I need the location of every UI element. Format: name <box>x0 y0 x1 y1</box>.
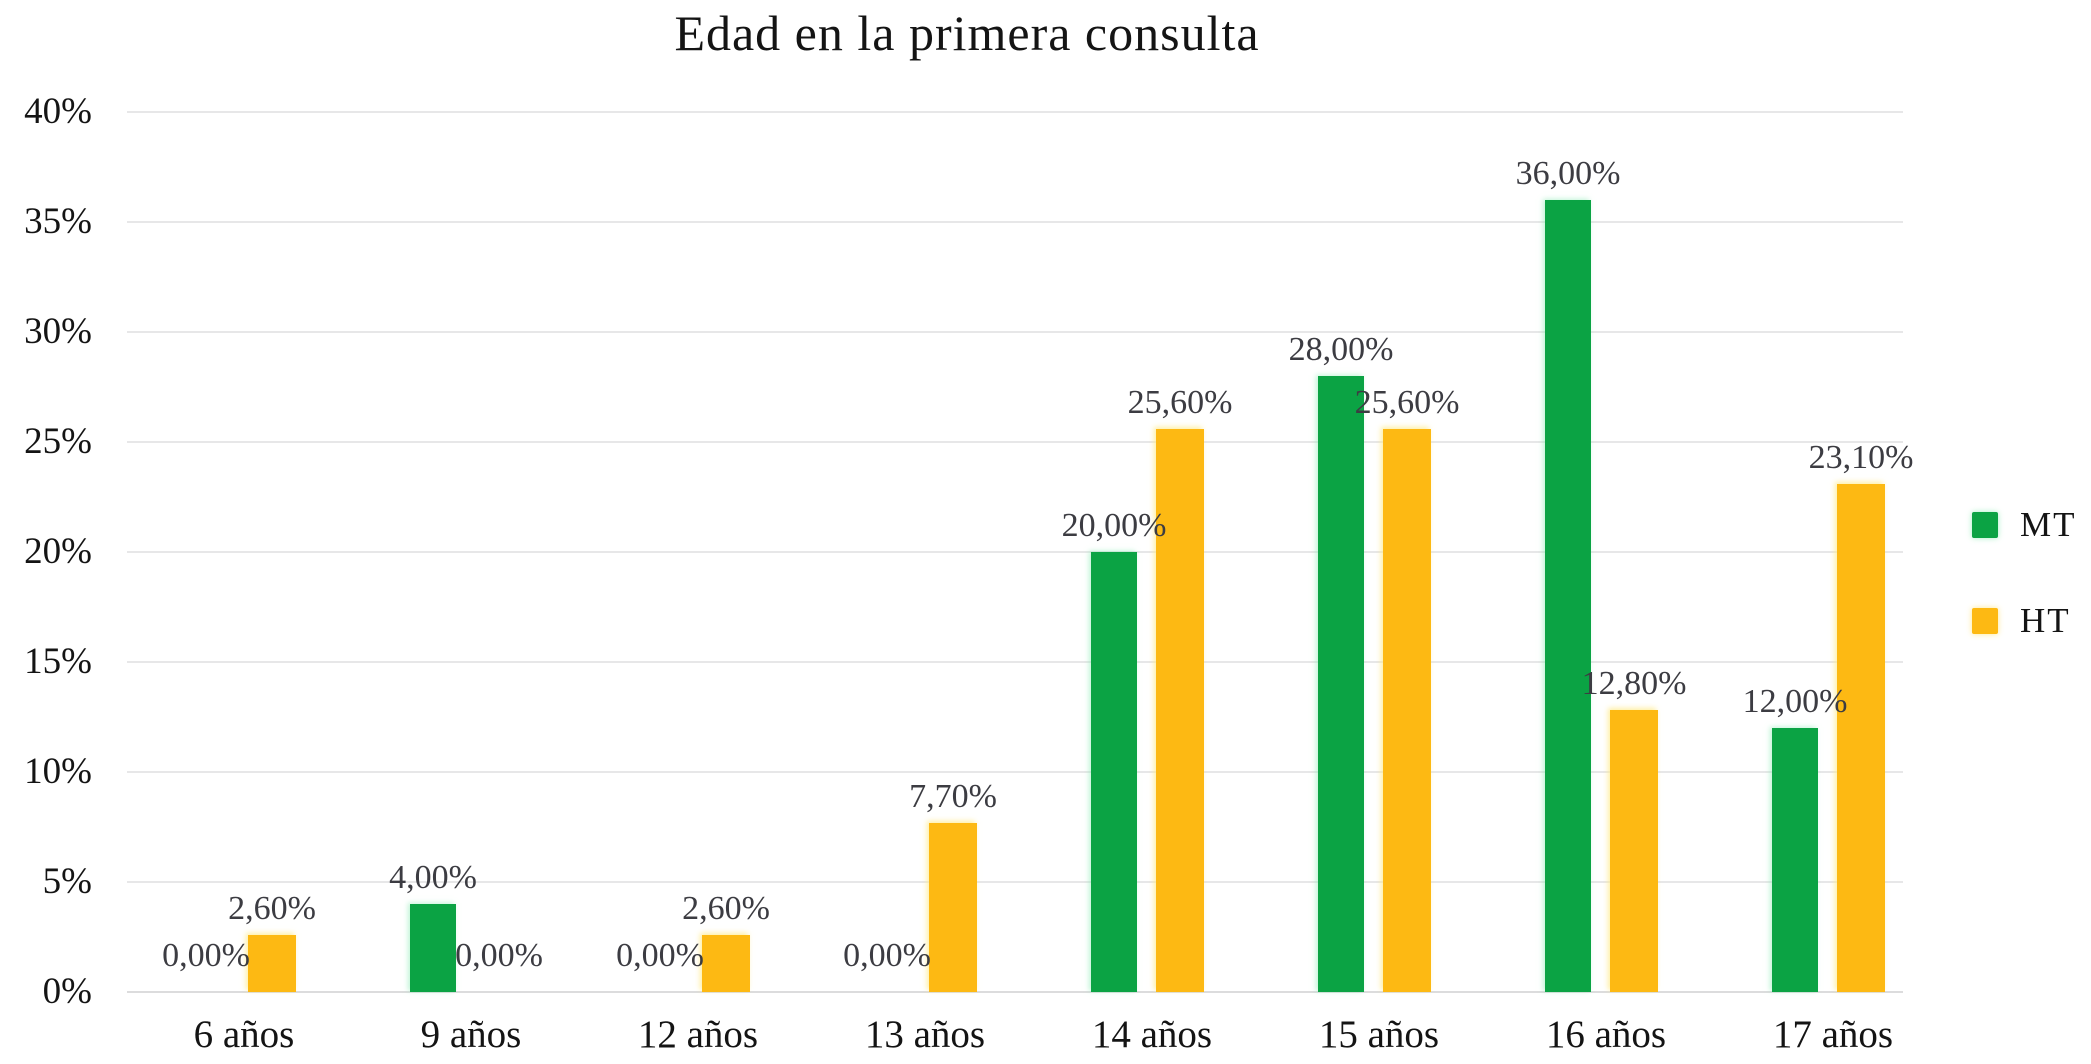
legend-item-ht: HT <box>1972 601 2077 641</box>
x-tick-label-14-a-os: 14 años <box>1091 1013 1213 1056</box>
value-label-mt-17-a-os: 12,00% <box>1742 683 1848 720</box>
value-label-ht-15-a-os: 25,60% <box>1354 384 1460 421</box>
gridline-15- <box>127 661 1903 663</box>
y-tick-label-0-: 0% <box>42 971 92 1012</box>
gridline-40- <box>127 111 1903 113</box>
bar-ht-13-a-os <box>929 823 977 992</box>
gridline-0- <box>127 991 1903 993</box>
value-label-mt-14-a-os: 20,00% <box>1061 507 1167 544</box>
gridline-5- <box>127 881 1903 883</box>
gridline-30- <box>127 331 1903 333</box>
x-tick-label-6-a-os: 6 años <box>193 1013 295 1056</box>
bar-ht-14-a-os <box>1156 429 1204 992</box>
gridline-20- <box>127 551 1903 553</box>
x-tick-label-15-a-os: 15 años <box>1318 1013 1440 1056</box>
bar-ht-12-a-os <box>702 935 750 992</box>
value-label-mt-6-a-os: 0,00% <box>162 937 250 974</box>
bar-mt-9-a-os <box>410 904 456 992</box>
bar-mt-16-a-os <box>1545 200 1591 992</box>
gridline-35- <box>127 221 1903 223</box>
legend-swatch-ht-icon <box>1972 608 1998 634</box>
y-tick-label-20-: 20% <box>24 531 92 572</box>
bar-ht-15-a-os <box>1383 429 1431 992</box>
value-label-ht-17-a-os: 23,10% <box>1808 439 1914 476</box>
bar-mt-15-a-os <box>1318 376 1364 992</box>
value-label-mt-15-a-os: 28,00% <box>1288 331 1394 368</box>
bar-mt-17-a-os <box>1772 728 1818 992</box>
bar-ht-17-a-os <box>1837 484 1885 992</box>
x-tick-label-17-a-os: 17 años <box>1772 1013 1894 1056</box>
value-label-mt-12-a-os: 0,00% <box>616 937 704 974</box>
legend-item-mt: MT <box>1972 505 2077 545</box>
gridline-25- <box>127 441 1903 443</box>
bar-ht-16-a-os <box>1610 710 1658 992</box>
legend-label-mt: MT <box>2020 505 2077 544</box>
y-tick-label-40-: 40% <box>24 91 92 132</box>
y-tick-label-35-: 35% <box>24 201 92 242</box>
value-label-ht-6-a-os: 2,60% <box>228 890 316 927</box>
y-tick-label-15-: 15% <box>24 641 92 682</box>
x-tick-label-13-a-os: 13 años <box>864 1013 986 1056</box>
y-tick-label-25-: 25% <box>24 421 92 462</box>
x-tick-label-12-a-os: 12 años <box>637 1013 759 1056</box>
y-tick-label-30-: 30% <box>24 311 92 352</box>
bar-ht-6-a-os <box>248 935 296 992</box>
chart-title: Edad en la primera consulta <box>674 5 1260 61</box>
value-label-ht-16-a-os: 12,80% <box>1581 665 1687 702</box>
bar-mt-14-a-os <box>1091 552 1137 992</box>
value-label-ht-13-a-os: 7,70% <box>909 778 997 815</box>
x-tick-label-9-a-os: 9 años <box>420 1013 522 1056</box>
gridline-10- <box>127 771 1903 773</box>
value-label-mt-9-a-os: 4,00% <box>389 859 477 896</box>
value-label-mt-16-a-os: 36,00% <box>1515 155 1621 192</box>
value-label-ht-12-a-os: 2,60% <box>682 890 770 927</box>
value-label-ht-14-a-os: 25,60% <box>1127 384 1233 421</box>
legend-swatch-mt-icon <box>1972 512 1998 538</box>
value-label-ht-9-a-os: 0,00% <box>455 937 543 974</box>
legend-label-ht: HT <box>2020 601 2071 640</box>
y-tick-label-5-: 5% <box>42 861 92 902</box>
legend: MT HT <box>1972 505 2077 641</box>
value-label-mt-13-a-os: 0,00% <box>843 937 931 974</box>
y-tick-label-10-: 10% <box>24 751 92 792</box>
x-tick-label-16-a-os: 16 años <box>1545 1013 1667 1056</box>
